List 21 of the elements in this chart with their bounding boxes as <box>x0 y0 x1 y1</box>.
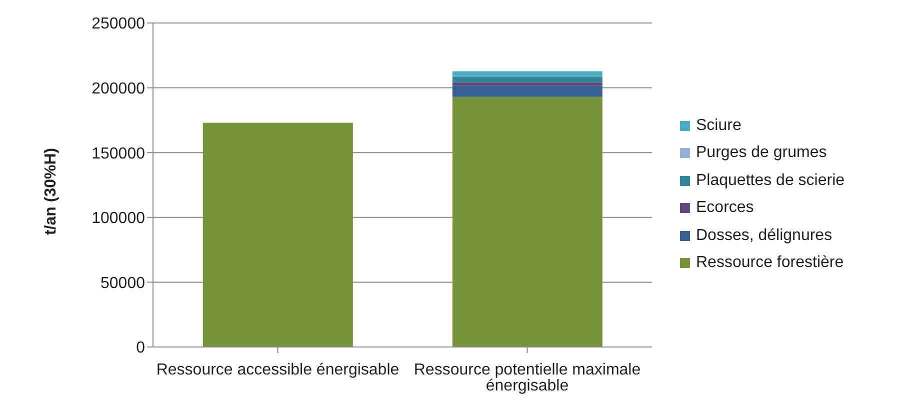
y-tick-label: 150000 <box>92 145 146 162</box>
legend-label: Dosses, délignures <box>696 226 832 245</box>
bar <box>452 71 602 76</box>
x-tick-label: Ressource accessible énergisable <box>156 361 400 378</box>
y-axis-title: t/an (30%H) <box>42 148 60 235</box>
y-tick-label: 100000 <box>92 210 146 228</box>
legend-label: Ressource forestière <box>696 254 844 272</box>
bar <box>452 96 602 347</box>
y-tick-label: 250000 <box>92 16 146 33</box>
bar <box>202 122 353 347</box>
legend-label: Sciure <box>696 116 742 135</box>
legend-label: Purges de grumes <box>696 144 827 162</box>
legend-label: Plaquettes de scierie <box>696 172 845 190</box>
bar <box>452 82 602 86</box>
y-tick-label: 50000 <box>100 274 146 292</box>
y-tick-label: 0 <box>136 340 146 357</box>
legend-label: Ecorces <box>696 199 754 218</box>
bar <box>452 86 602 97</box>
bar <box>452 76 602 82</box>
x-tick-label: Ressource potentielle maximale énergisable <box>414 361 641 394</box>
y-tick-label: 200000 <box>92 80 146 98</box>
